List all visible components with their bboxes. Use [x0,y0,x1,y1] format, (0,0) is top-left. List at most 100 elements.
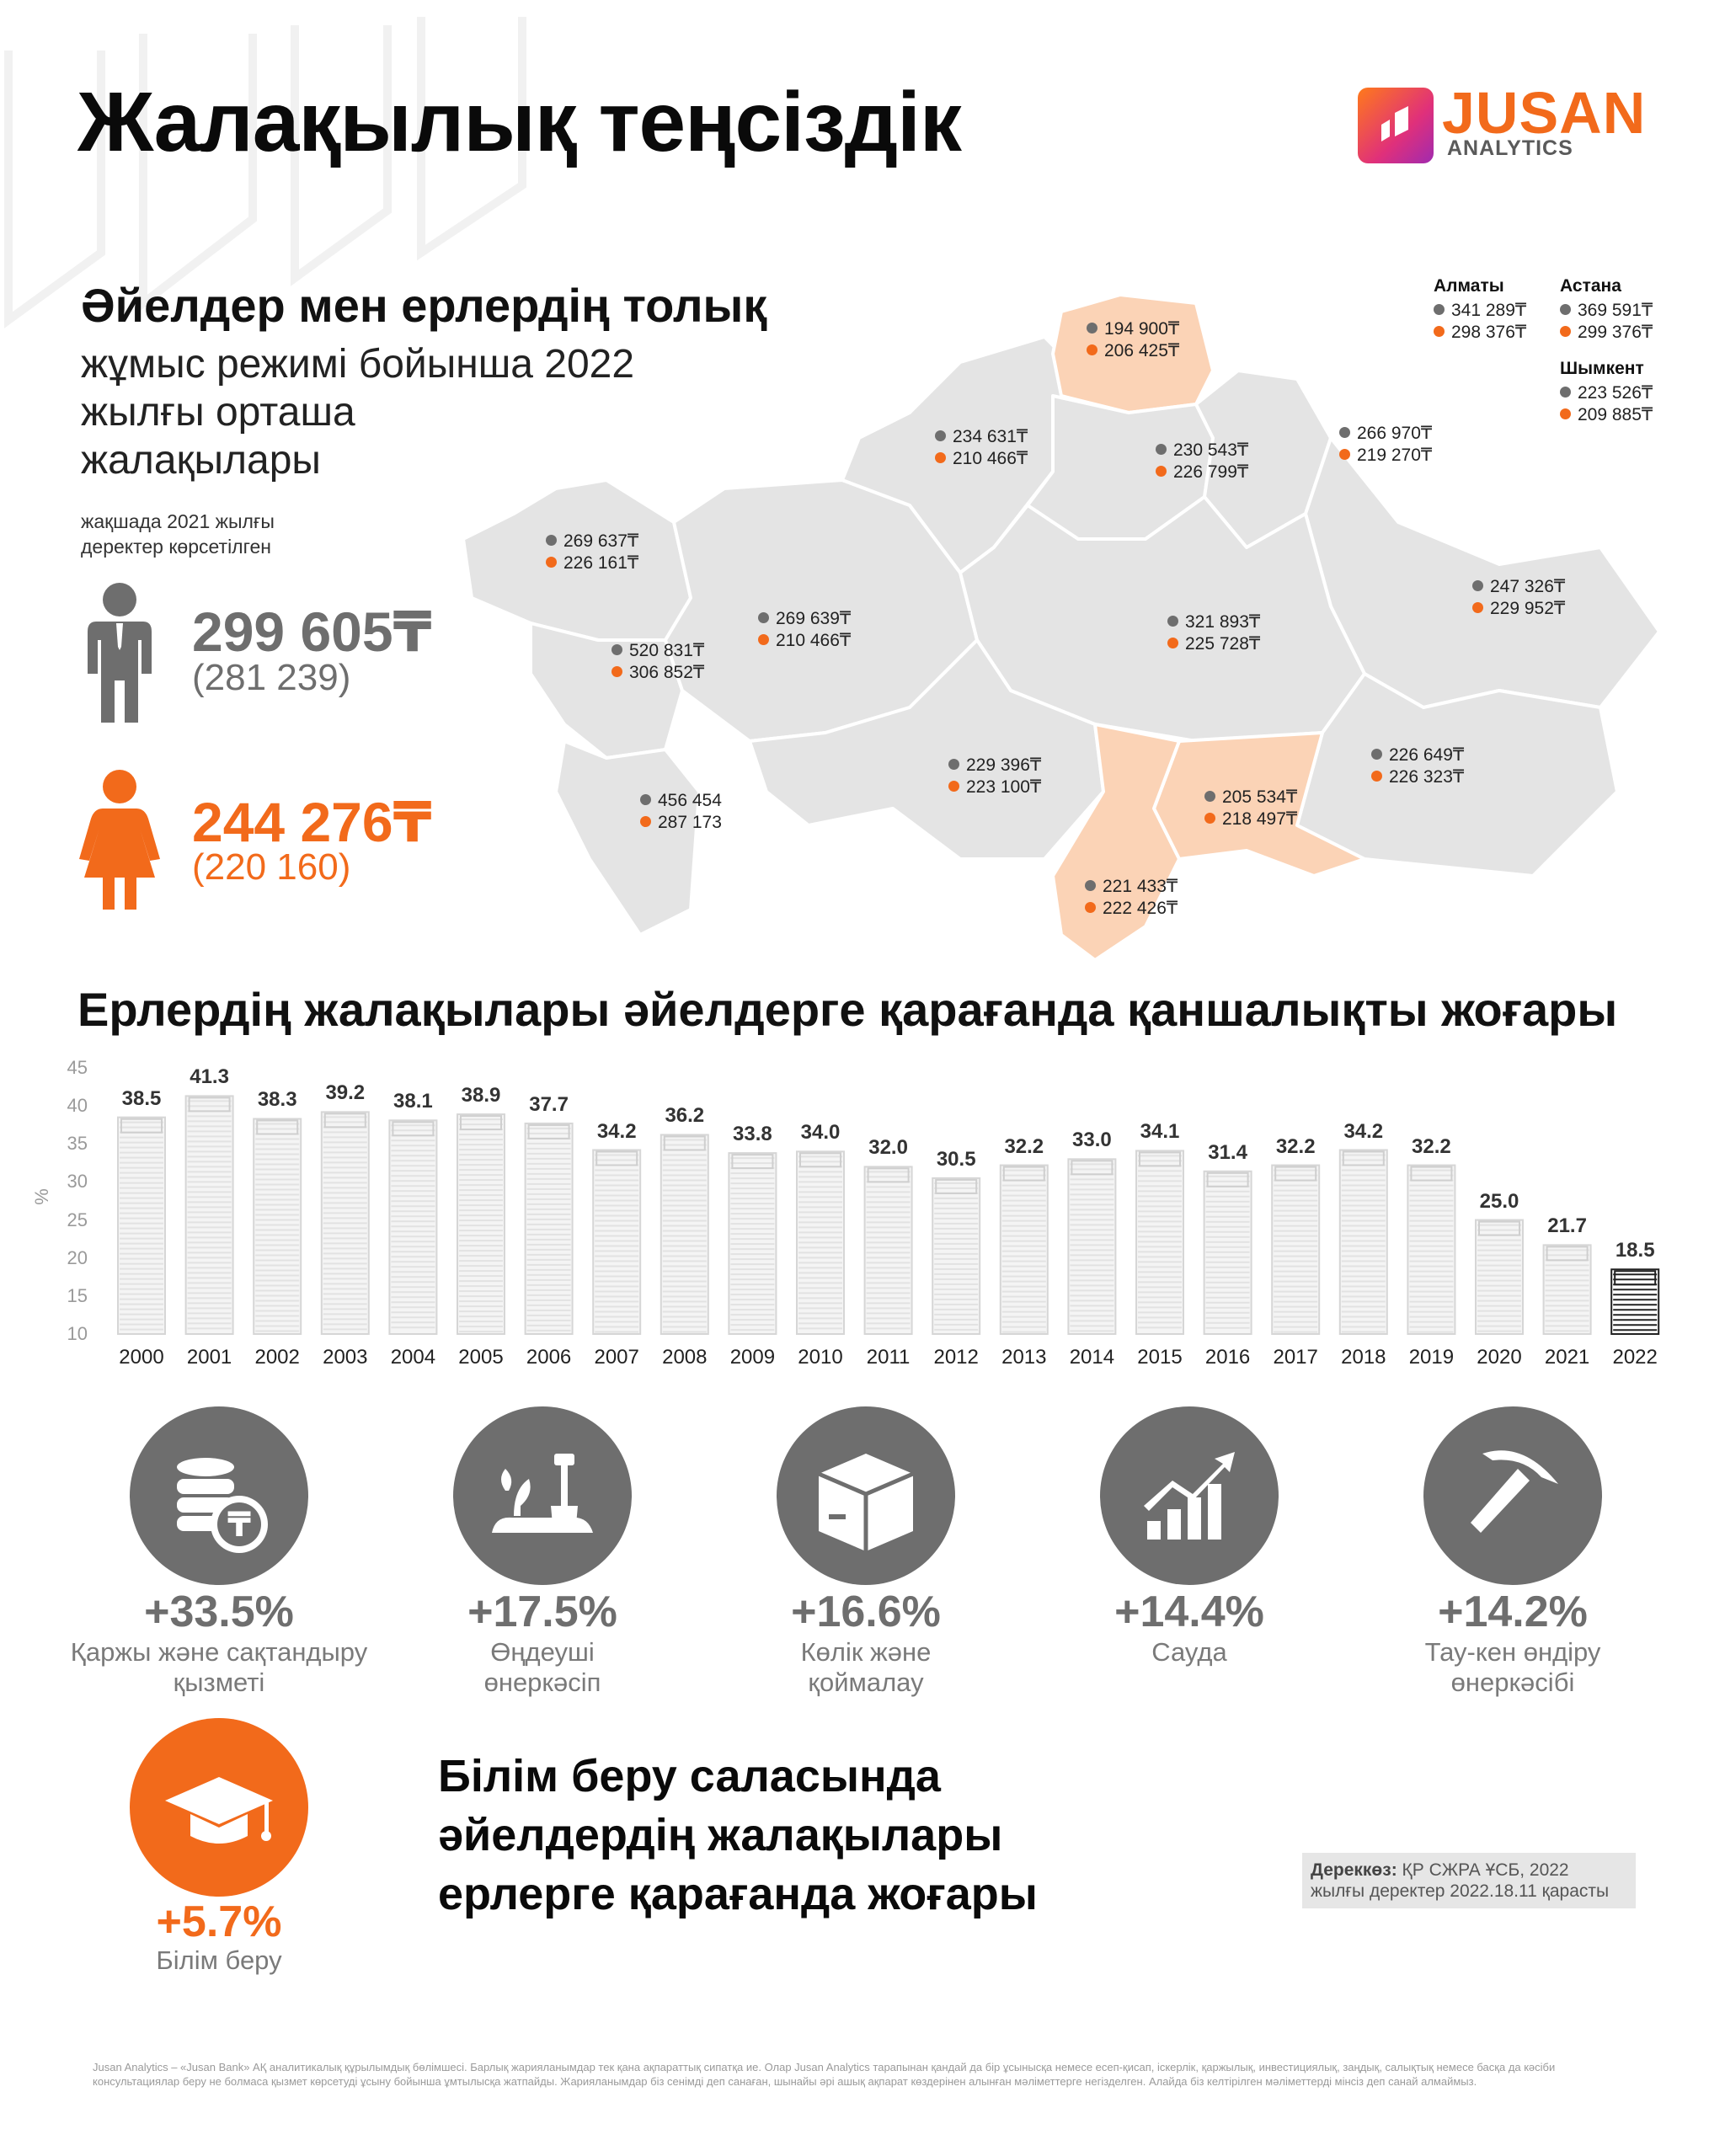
x-tick-label: 2022 [1612,1346,1658,1369]
men-average-salary: 299 605₸ [192,600,432,663]
women-value: 222 426₸ [1103,899,1178,918]
source-label: Дереккөз: [1311,1860,1397,1880]
subheading-line-3: жалақылары [81,438,321,483]
industry-circle-mining [1423,1406,1602,1585]
bar-2008 [660,1134,709,1335]
women-dot-icon [1167,637,1178,648]
source-text-2: жылғы деректер 2022.18.11 қарасты [1311,1881,1610,1901]
x-tick-label: 2005 [458,1346,504,1369]
city-name-astana: Астана [1560,276,1621,296]
x-tick-label: 2019 [1408,1346,1455,1369]
men-value: 269 637₸ [563,531,639,551]
bar-2002 [253,1118,302,1336]
svg-text:₸: ₸ [227,1506,251,1545]
y-tick-label: 10 [67,1323,88,1344]
women-dot-icon [640,815,651,827]
x-tick-label: 2011 [866,1346,911,1369]
men-value: 223 526₸ [1578,383,1653,403]
bar-2016 [1203,1170,1252,1335]
x-tick-label: 2012 [933,1346,979,1369]
industry-value-mining: +14.2% [1438,1588,1588,1636]
map-region-mangystau [554,739,701,937]
woman-icon [79,770,160,910]
industry-circle-finance: ₸ [130,1406,308,1585]
men-value: 205 534₸ [1222,787,1298,807]
x-tick-label: 2013 [1001,1346,1047,1369]
industry-value-trade: +14.4% [1114,1588,1264,1636]
source-text-1: ҚР СЖРА ҰСБ, 2022 [1397,1860,1569,1880]
women-dot-icon [1472,601,1483,613]
map-region-turkestan [1051,723,1181,962]
men-value: 221 433₸ [1103,877,1178,896]
label-line: Көлік және [800,1637,932,1667]
women-dot-icon [1371,770,1382,782]
women-dot-icon [546,556,557,568]
bar-value-label: 34.1 [1140,1120,1180,1144]
men-dot-icon [1560,386,1571,398]
region-label-mangystau: 456 454 287 173 [640,790,722,834]
city-name-almaty: Алматы [1434,276,1504,296]
x-tick-label: 2002 [254,1346,300,1369]
bar-value-label: 36.2 [665,1104,705,1128]
region-label-aktobe: 269 639₸ 210 466₸ [758,608,851,652]
women-value: 206 425₸ [1104,341,1180,360]
men-value: 369 591₸ [1578,301,1653,320]
education-heading-line-2: әйелдердің жалақылары [438,1810,1003,1860]
education-heading-line-3: ерлерге қарағанда жоғары [438,1869,1038,1919]
men-value: 456 454 [658,791,722,810]
chart-title: Ерлердің жалақылары әйелдерге қарағанда … [77,983,1618,1036]
men-dot-icon [640,793,651,805]
men-value: 341 289₸ [1451,301,1527,320]
subheading-line-1: жұмыс режимі бойынша 2022 [81,342,635,387]
women-dot-icon [1087,344,1097,355]
bar-value-label: 33.8 [733,1123,772,1146]
y-tick-label: 25 [67,1209,88,1230]
women-value: 306 852₸ [629,663,705,682]
x-tick-label: 2021 [1544,1346,1590,1369]
note-line-1: жақшада 2021 жылғы [81,510,275,532]
industry-label-finance: Қаржы және сақтандыру қызметі [42,1637,396,1698]
x-tick-label: 2015 [1137,1346,1183,1369]
men-dot-icon [611,643,622,655]
label-line: Өңдеуші [490,1637,595,1667]
bar-2012 [932,1177,981,1336]
bar-value-label: 39.2 [325,1081,366,1105]
bar-value-label: 38.5 [121,1086,162,1110]
growth-chart-icon [1144,1452,1235,1540]
women-dot-icon [948,780,959,792]
label-line: Тау-кен өндіру [1424,1637,1601,1667]
bar-value-label: 34.0 [800,1121,841,1145]
women-dot-icon [1156,465,1167,477]
subheading: Әйелдер мен ерлердің толық [81,279,767,332]
men-dot-icon [546,534,557,546]
bar-value-label: 37.7 [529,1092,569,1116]
industry-value-transport: +16.6% [791,1588,941,1636]
subheading-line-2: жылғы орташа [81,390,355,435]
bar-value-label: 38.9 [461,1084,501,1107]
bar-2013 [999,1164,1049,1335]
jusan-logo: JUSAN ANALYTICS [1358,80,1653,168]
women-value: 226 323₸ [1389,767,1465,787]
bar-2004 [388,1119,438,1335]
industry-label-manufacturing: Өңдеуші өнеркәсіп [366,1637,719,1698]
women-value: 299 376₸ [1578,323,1653,342]
women-dot-icon [1085,901,1096,913]
bar-2022 [1610,1268,1660,1336]
women-dot-icon [611,665,622,677]
bar-2001 [184,1095,234,1336]
x-tick-label: 2014 [1069,1346,1115,1369]
women-salary-2021: (220 160) [192,846,351,888]
region-label-almaty-region: 226 649₸ 226 323₸ [1371,744,1464,788]
bar-value-label: 33.0 [1072,1129,1112,1152]
bar-2015 [1135,1150,1184,1335]
women-value: 287 173 [658,813,722,832]
bar-value-label: 34.2 [1343,1119,1384,1143]
women-average-salary: 244 276₸ [192,791,432,853]
region-label-turkestan: 221 433₸ 222 426₸ [1085,876,1178,920]
bar-value-label: 34.2 [596,1119,637,1143]
education-circle [130,1718,308,1897]
men-dot-icon [1085,879,1096,891]
bar-value-label: 41.3 [190,1065,229,1089]
men-value: 520 831₸ [629,641,705,660]
bar-2020 [1475,1219,1524,1335]
